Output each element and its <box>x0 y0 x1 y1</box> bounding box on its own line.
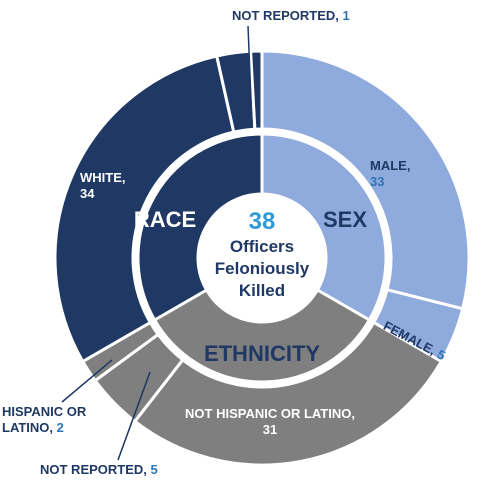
segment-name: NOT REPORTED, <box>232 8 339 23</box>
center: 38 Officers Feloniously Killed <box>200 208 324 302</box>
segment-name: NOT HISPANIC OR LATINO, <box>185 406 355 421</box>
leader-line <box>247 25 253 126</box>
inner-segment <box>136 132 264 323</box>
segment-label: HISPANIC OR LATINO, 2 <box>2 404 86 436</box>
segment-label: WHITE, 34 <box>80 170 126 202</box>
outer-segment <box>249 49 264 131</box>
segment-name: BLACK OR AFRICAN AMERICAN, <box>4 6 140 37</box>
segment-value: 34 <box>80 186 95 201</box>
group-label: SEX <box>322 207 368 232</box>
segment-label: NOT HISPANIC OR LATINO, 31 <box>165 406 375 438</box>
center-label: Officers Feloniously Killed <box>214 237 310 300</box>
inner-segment <box>152 287 372 384</box>
leader-line <box>117 371 151 461</box>
segment-value: 33 <box>370 174 385 189</box>
inner-segment <box>260 132 388 323</box>
segment-label: NOT REPORTED, 1 <box>232 8 350 24</box>
group-label: ETHNICITY <box>203 341 321 366</box>
outer-segment <box>260 49 471 311</box>
segment-name: MALE, <box>370 158 411 173</box>
segment-label: BLACK OR AFRICAN AMERICAN, 3 <box>4 6 150 38</box>
segment-name: WHITE, <box>80 170 126 185</box>
segment-value: 5 <box>150 462 158 477</box>
outer-segment <box>132 320 444 467</box>
segment-value: 31 <box>262 422 278 437</box>
leader-line <box>214 59 226 127</box>
leader-line <box>61 359 113 403</box>
outer-segment <box>53 54 236 364</box>
segment-name: HISPANIC OR LATINO, <box>2 404 87 435</box>
group-label: RACE <box>133 207 197 232</box>
segment-value: 1 <box>342 8 350 23</box>
segment-value: 2 <box>56 420 64 435</box>
total: 38 <box>248 208 276 235</box>
segment-name: NOT REPORTED, <box>40 462 147 477</box>
segment-value: 3 <box>142 22 151 37</box>
segment-label: NOT REPORTED, 5 <box>40 462 158 478</box>
segment-label: MALE, 33 <box>370 158 410 190</box>
